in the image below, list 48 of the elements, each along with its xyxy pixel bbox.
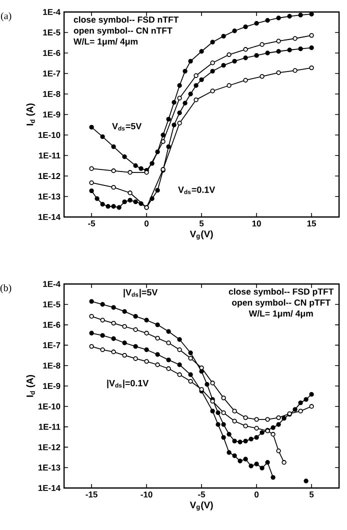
y-tick-label: 1E-11: [38, 152, 60, 158]
y-tick-label: 1E-7: [43, 70, 60, 76]
annotation: W/L= 1μm/ 4μm: [248, 310, 313, 318]
y-tick-label: 1E-4: [43, 9, 60, 15]
y-tick-label: 1E-5: [43, 301, 60, 308]
annotation: open symbol-- CN pTFT: [232, 299, 330, 308]
annotation: open symbol-- CN nTFT: [74, 27, 172, 36]
x-tick-label: 0: [144, 220, 149, 227]
annotation: close symbol-- FSD pTFT: [228, 288, 334, 296]
x-tick-label: 10: [252, 220, 261, 227]
x-tick-label: -5: [198, 492, 206, 498]
x-axis-title: V$_{g}$(V): [190, 230, 213, 240]
chart-title: (a): [0, 12, 12, 22]
x-tick-label: 0: [254, 492, 259, 498]
annotation: V$_{ds}$=5V: [112, 123, 142, 131]
y-tick-label: 1E-6: [43, 322, 60, 328]
y-tick-label: 1E-7: [43, 342, 60, 348]
chart-title: (b): [0, 284, 12, 294]
y-tick-label: 1E-8: [43, 91, 60, 97]
y-tick-label: 1E-4: [43, 281, 60, 287]
y-tick-label: 1E-13: [38, 194, 60, 200]
x-axis-title: V$_{g}$(V): [190, 501, 213, 511]
y-tick-label: 1E-12: [38, 444, 60, 450]
y-tick-label: 1E-8: [43, 362, 60, 369]
annotation: V$_{ds}$=0.1V: [178, 186, 216, 194]
annotation: |V$_{ds}$|=5V: [124, 288, 158, 298]
y-tick-label: 1E-10: [38, 403, 60, 410]
y-axis-title: I$_{d}$ (A): [26, 103, 36, 126]
x-tick-label: -5: [88, 220, 96, 226]
y-tick-label: 1E-11: [38, 424, 60, 430]
y-tick-label: 1E-5: [43, 30, 60, 36]
y-tick-label: 1E-9: [43, 112, 60, 118]
x-tick-label: 15: [307, 220, 316, 226]
x-tick-label: 5: [309, 492, 314, 498]
y-tick-label: 1E-6: [43, 50, 60, 56]
x-tick-label: 5: [199, 220, 204, 226]
y-tick-label: 1E-9: [43, 383, 60, 389]
y-tick-label: 1E-13: [38, 464, 60, 471]
x-tick-label: -15: [86, 492, 98, 498]
y-tick-label: 1E-14: [38, 214, 60, 220]
y-axis-title: I$_{d}$ (A): [26, 374, 36, 397]
y-tick-label: 1E-14: [38, 485, 60, 491]
x-tick-label: -10: [140, 492, 152, 498]
y-tick-label: 1E-12: [38, 173, 60, 179]
annotation: W/L= 1μm/ 4μm: [73, 38, 138, 46]
annotation: close symbol-- FSD nTFT: [74, 16, 179, 24]
y-tick-label: 1E-10: [38, 132, 60, 138]
annotation: |V$_{ds}$|=0.1V: [107, 380, 149, 388]
